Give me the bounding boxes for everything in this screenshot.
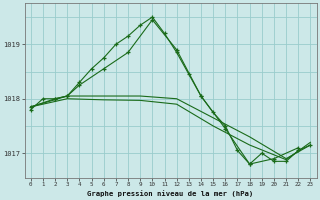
X-axis label: Graphe pression niveau de la mer (hPa): Graphe pression niveau de la mer (hPa) bbox=[87, 190, 254, 197]
